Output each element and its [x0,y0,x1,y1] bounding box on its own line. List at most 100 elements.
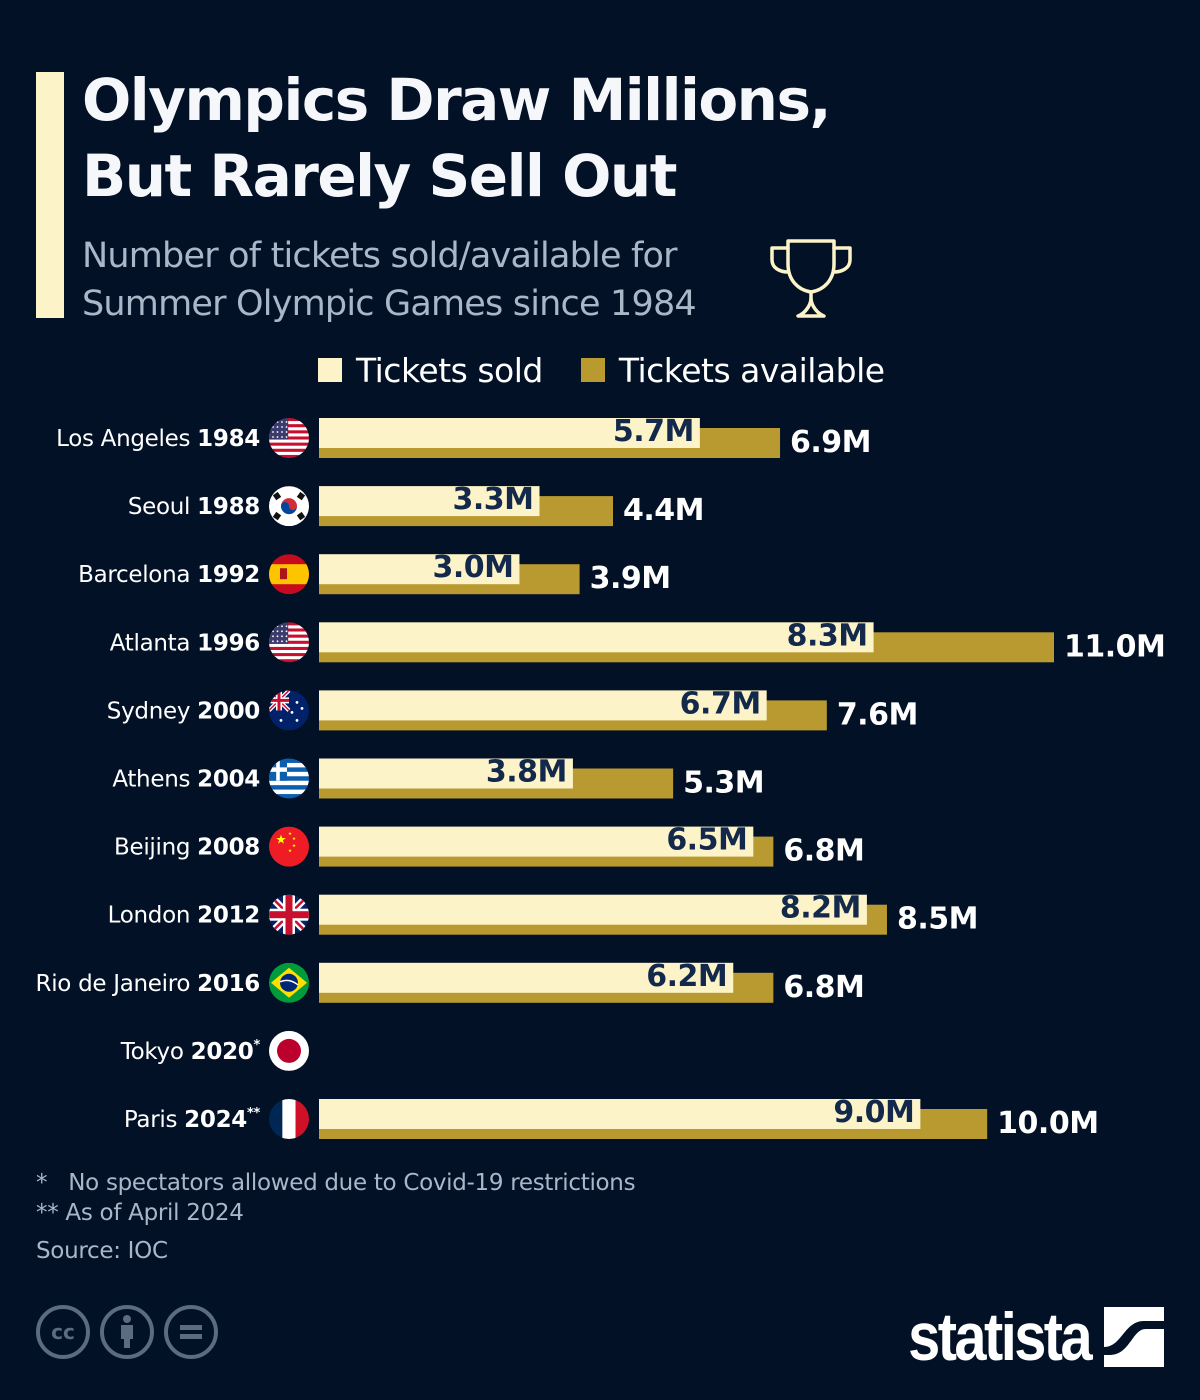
category-year: 2000 [197,698,260,724]
flag-part [269,762,309,768]
flag-part [292,836,296,841]
label-tickets-sold: 5.7M [613,414,694,449]
bar-tickets-sold [319,622,874,653]
flag-part [276,436,279,438]
legend-label-available: Tickets available [618,350,885,390]
flag-part [276,421,279,423]
bar-tickets-sold [319,418,700,448]
no-derivatives-icon[interactable] [164,1305,218,1359]
flag-part [269,771,309,777]
flag-part [281,630,283,633]
flag-part [285,640,288,643]
flag-part [285,426,288,428]
uk-flag-icon [269,894,309,935]
chart-row: London 2012 8.2M 8.5M [108,891,979,937]
legend-swatch-available [580,358,605,382]
flag-part [269,634,309,639]
france-flag-icon [269,1099,309,1139]
flag-part [269,421,309,425]
chart-legend: Tickets sold Tickets available [318,348,923,392]
flag-part [276,426,279,428]
chart-row: Athens 2004 3.8M 5.3M [112,755,764,801]
label-tickets-available: 11.0M [1064,629,1165,664]
category-city: Los Angeles [56,426,197,452]
legend-item-sold: Tickets sold [318,351,543,390]
chart-title: Olympics Draw Millions, But Rarely Sell … [82,62,982,214]
license-icons[interactable]: cc [36,1305,218,1359]
category-city: Rio de Janeiro [36,971,198,997]
flag-part [269,776,309,782]
category-year: 2016 [197,971,260,997]
flag-part [272,511,282,521]
flag-part [285,635,288,638]
bar-chart: Los Angeles 1984 5.7M 6.9M Seoul 1988 3.3M 4.… [36,414,1166,1141]
subtitle-line-2: Summer Olympic Games since 1984 [82,284,697,324]
statista-logo[interactable]: statista [876,1298,1164,1376]
legend-label-sold: Tickets sold [356,350,543,390]
footnotes: * No spectators allowed due to Covid-19 … [36,1168,636,1266]
flag-part [281,426,283,428]
category-label: Sydney 2000 [107,698,260,724]
category-city: Beijing [114,835,197,861]
flag-part [272,625,274,628]
cc-icon[interactable]: cc [36,1305,90,1359]
chart-row: Rio de Janeiro 2016 6.2M 6.8M [36,959,865,1005]
flag-part [269,451,309,456]
flag-part [272,640,274,643]
flag-part [269,767,309,773]
flag-part [295,719,299,722]
flag-part [288,848,292,853]
flag-part [272,431,274,433]
flag-part [285,431,288,433]
flag-part [269,785,309,791]
category-year: 1988 [197,494,260,520]
footnote-1: * No spectators allowed due to Covid-19 … [36,1170,636,1196]
label-tickets-available: 6.9M [790,425,871,460]
flag-part [290,711,294,714]
flag-part [269,656,309,660]
label-tickets-available: 6.8M [783,970,864,1005]
flag-part [285,421,288,423]
flag-part [276,640,279,643]
flag-part [269,445,309,450]
attribution-icon[interactable] [100,1305,154,1359]
flag-part [269,758,309,764]
label-tickets-available: 7.6M [837,697,918,732]
category-year: 2008 [197,835,260,861]
label-tickets-sold: 3.0M [432,550,513,585]
flag-part [296,491,306,501]
footnote-2: ** As of April 2024 [36,1200,244,1226]
category-year: 2004 [197,767,260,793]
chart-row: Atlanta 1996 8.3M 11.0M [110,618,1166,664]
flag-part [269,628,309,633]
flag-part [269,430,309,434]
chart-row: Tokyo 2020* [120,1030,309,1071]
flag-part [269,826,309,867]
statista-wave-icon [1104,1307,1164,1367]
category-city: Paris [124,1107,184,1133]
flag-part [269,911,309,919]
flag-part [269,439,309,444]
category-city: Sydney [107,698,197,724]
category-city: Tokyo [120,1039,191,1065]
flag-part [288,831,292,836]
flag-part [269,698,289,702]
flag-part [276,625,279,628]
flag-part [272,426,274,428]
label-tickets-sold: 8.3M [787,618,868,653]
title-line-1: Olympics Draw Millions, [82,66,832,134]
chart-row: Beijing 2008 6.5M 6.8M [114,823,865,869]
flag-part [269,448,309,453]
flag-part [292,843,296,848]
category-city: Seoul [128,494,197,520]
flag-part [269,631,309,636]
flag-part [281,635,283,638]
usa-flag-icon [269,622,309,663]
category-city: Atlanta [110,630,197,656]
flag-part [269,649,309,654]
category-year: 1992 [197,562,260,588]
legend-item-available: Tickets available [580,350,885,390]
flag-part [280,568,287,580]
flag-part [276,630,279,633]
source-text: Source: IOC [36,1238,168,1264]
